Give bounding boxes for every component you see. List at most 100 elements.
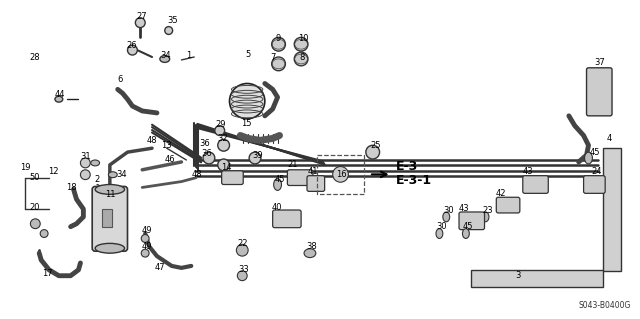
Text: 32: 32 [218, 134, 228, 143]
Ellipse shape [108, 172, 117, 178]
Circle shape [31, 219, 40, 229]
Text: 45: 45 [275, 175, 285, 184]
Text: 23: 23 [482, 206, 493, 216]
Circle shape [294, 37, 308, 51]
Circle shape [127, 45, 138, 55]
Text: 3: 3 [515, 271, 520, 280]
Text: 36: 36 [202, 149, 212, 158]
Circle shape [215, 126, 225, 136]
Text: 11: 11 [104, 190, 115, 199]
Text: 5: 5 [246, 49, 251, 59]
Text: 20: 20 [29, 203, 40, 211]
Ellipse shape [95, 243, 125, 253]
Text: 14: 14 [221, 163, 232, 172]
Circle shape [81, 158, 90, 168]
FancyBboxPatch shape [287, 170, 313, 185]
Text: 12: 12 [48, 167, 58, 176]
Text: 45: 45 [590, 148, 600, 157]
Text: 38: 38 [307, 242, 317, 251]
Text: 43: 43 [522, 167, 533, 176]
Text: 31: 31 [80, 152, 91, 160]
Ellipse shape [584, 152, 593, 164]
FancyBboxPatch shape [471, 270, 604, 287]
FancyBboxPatch shape [604, 148, 621, 271]
Text: 18: 18 [67, 183, 77, 192]
Text: 19: 19 [20, 163, 31, 172]
FancyBboxPatch shape [92, 187, 127, 251]
Circle shape [272, 37, 285, 51]
Text: 10: 10 [298, 34, 308, 43]
Circle shape [81, 170, 90, 180]
FancyBboxPatch shape [307, 176, 324, 191]
Text: 37: 37 [594, 58, 605, 67]
Text: 39: 39 [253, 151, 263, 160]
Text: 30: 30 [436, 222, 447, 231]
Circle shape [333, 167, 348, 182]
Text: 29: 29 [216, 120, 226, 129]
FancyBboxPatch shape [586, 68, 612, 116]
Text: 44: 44 [54, 90, 65, 99]
Circle shape [237, 271, 247, 281]
Text: 21: 21 [287, 160, 298, 169]
Circle shape [141, 234, 149, 242]
Text: 49: 49 [142, 242, 152, 251]
Text: 48: 48 [192, 170, 202, 179]
Circle shape [164, 26, 173, 34]
Text: 4: 4 [607, 134, 612, 143]
Text: 33: 33 [238, 265, 248, 274]
Ellipse shape [436, 229, 443, 239]
Circle shape [141, 249, 149, 257]
FancyBboxPatch shape [496, 197, 520, 213]
Ellipse shape [91, 160, 100, 166]
Text: 36: 36 [200, 139, 211, 148]
Ellipse shape [443, 212, 450, 222]
Text: 24: 24 [591, 167, 602, 176]
FancyBboxPatch shape [523, 176, 548, 193]
Circle shape [203, 152, 215, 164]
FancyBboxPatch shape [102, 209, 112, 227]
Text: 9: 9 [276, 34, 281, 43]
Text: 47: 47 [155, 263, 165, 272]
Text: 26: 26 [126, 41, 137, 50]
Text: 50: 50 [29, 173, 40, 182]
Ellipse shape [274, 179, 282, 190]
Circle shape [366, 145, 380, 159]
Text: 8: 8 [300, 54, 305, 63]
Ellipse shape [160, 56, 170, 63]
Text: 35: 35 [167, 16, 178, 25]
Text: 34: 34 [116, 170, 127, 179]
Text: 7: 7 [270, 54, 275, 63]
Text: 48: 48 [147, 136, 157, 145]
Text: 41: 41 [308, 167, 318, 176]
Text: 2: 2 [95, 175, 100, 184]
Text: 49: 49 [142, 226, 152, 235]
Text: 16: 16 [336, 170, 347, 179]
Circle shape [218, 159, 230, 171]
Ellipse shape [304, 249, 316, 257]
Text: 45: 45 [463, 222, 473, 231]
Circle shape [272, 57, 285, 71]
Text: 34: 34 [161, 50, 171, 60]
Circle shape [236, 244, 248, 256]
Ellipse shape [95, 184, 125, 194]
Circle shape [40, 230, 48, 237]
FancyBboxPatch shape [221, 171, 243, 184]
Text: 22: 22 [237, 239, 248, 248]
Circle shape [230, 84, 265, 119]
Text: 46: 46 [164, 155, 175, 165]
Text: 25: 25 [371, 141, 381, 150]
Ellipse shape [482, 212, 489, 222]
Text: 6: 6 [117, 75, 122, 84]
Circle shape [218, 139, 230, 151]
Text: 43: 43 [459, 204, 469, 212]
Text: S043-B0400G: S043-B0400G [579, 300, 631, 310]
FancyBboxPatch shape [584, 176, 605, 193]
Text: 1: 1 [186, 50, 191, 60]
Ellipse shape [463, 229, 469, 239]
Text: 17: 17 [42, 269, 52, 278]
Text: E-3-1: E-3-1 [396, 174, 431, 187]
Text: 40: 40 [271, 203, 282, 211]
Text: 28: 28 [29, 54, 40, 63]
FancyBboxPatch shape [459, 212, 484, 230]
Text: 42: 42 [496, 189, 506, 198]
